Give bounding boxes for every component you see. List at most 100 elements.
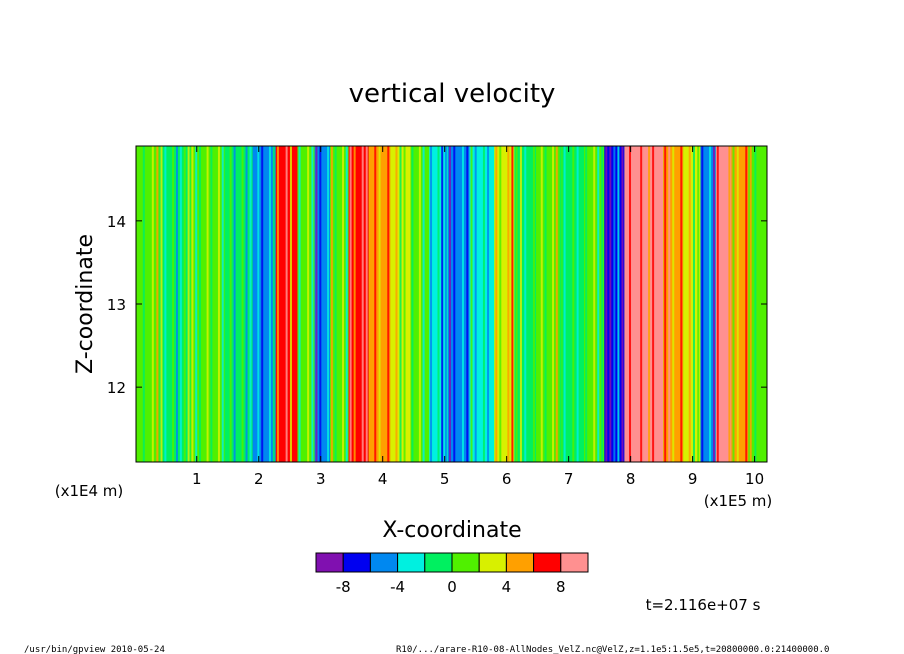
colorbar-swatch — [560, 552, 589, 573]
footer-left: /usr/bin/gpview 2010-05-24 — [24, 645, 165, 654]
heatmap-stripe — [217, 146, 220, 462]
heatmap-stripe — [285, 146, 288, 462]
heatmap-stripe — [257, 146, 260, 462]
colorbar-swatch — [397, 552, 426, 573]
y-tick-label: 12 — [107, 379, 126, 397]
heatmap-stripe — [613, 146, 616, 462]
heatmap-stripe — [453, 146, 456, 462]
y-scale-label: (x1E4 m) — [55, 482, 124, 500]
x-tick-label: 3 — [316, 470, 326, 488]
heatmap-stripe — [724, 146, 727, 462]
heatmap-stripe — [225, 146, 228, 462]
heatmap-stripe — [597, 146, 600, 462]
colorbar-swatch — [342, 552, 371, 573]
y-tick-label: 13 — [107, 296, 126, 314]
heatmap-stripe — [576, 146, 579, 462]
x-tick-label: 4 — [378, 470, 388, 488]
heatmap-stripe — [395, 146, 398, 462]
heatmap-stripe — [342, 146, 345, 462]
heatmap-stripe — [172, 146, 175, 462]
heatmap-stripe — [632, 146, 635, 462]
heatmap-stripe — [528, 146, 531, 462]
x-scale-label: (x1E5 m) — [704, 492, 773, 510]
heatmap-stripe — [648, 146, 651, 462]
heatmap-stripe — [555, 146, 558, 462]
heatmap-stripe — [672, 146, 675, 462]
heatmap-stripe — [593, 146, 596, 462]
heatmap-stripe — [515, 146, 518, 462]
heatmap-stripe — [357, 146, 360, 462]
heatmap-stripe — [179, 146, 182, 462]
heatmap-stripe — [221, 146, 224, 462]
heatmap-stripe — [519, 146, 522, 462]
heatmap-stripe — [466, 146, 469, 462]
heatmap-stripe — [387, 146, 390, 462]
heatmap-stripe — [183, 146, 186, 462]
heatmap-stripe — [210, 146, 213, 462]
heatmap-stripe — [407, 146, 410, 462]
heatmap-stripe — [202, 146, 205, 462]
heatmap-stripe — [433, 146, 436, 462]
heatmap-cell — [314, 146, 331, 462]
heatmap-stripe — [552, 146, 555, 462]
heatmap-stripe — [709, 146, 712, 462]
heatmap-stripe — [567, 146, 570, 462]
heatmap-stripe — [437, 146, 440, 462]
heatmap-stripe — [656, 146, 659, 462]
colorbar-swatch — [369, 552, 399, 573]
heatmap-stripe — [430, 146, 433, 462]
heatmap-stripe — [191, 146, 194, 462]
heatmap-stripe — [629, 146, 632, 462]
footer-right: R10/.../arare-R10-08-AllNodes_VelZ.nc@Ve… — [396, 645, 829, 654]
heatmap-stripe — [499, 146, 502, 462]
heatmap-stripe — [378, 146, 381, 462]
heatmap-stripe — [720, 146, 723, 462]
colorbar-tick-label: 0 — [447, 578, 457, 596]
heatmap-stripe — [168, 146, 171, 462]
heatmap-stripe — [294, 146, 297, 462]
colorbar-swatch — [478, 552, 507, 573]
heatmap-cell — [731, 146, 749, 462]
y-axis-ticks: 12 13 14 — [107, 213, 767, 397]
heatmap-stripe — [660, 146, 663, 462]
x-axis-label: X-coordinate — [382, 518, 521, 543]
heatmap-stripe — [444, 146, 447, 462]
heatmap-stripe — [353, 146, 356, 462]
heatmap-cell — [252, 146, 276, 462]
heatmap-stripe — [441, 146, 444, 462]
heatmap-stripe — [652, 146, 655, 462]
heatmap-cell — [469, 146, 495, 462]
heatmap-stripe — [426, 146, 429, 462]
heatmap-stripe — [572, 146, 575, 462]
colorbar-swatch — [315, 552, 344, 573]
x-tick-label: 7 — [564, 470, 574, 488]
heatmap-stripe — [418, 146, 421, 462]
heatmap-stripe — [298, 146, 301, 462]
heatmap-stripe — [199, 146, 202, 462]
x-tick-label: 1 — [192, 470, 202, 488]
heatmap-stripe — [241, 146, 244, 462]
colorbar — [315, 552, 589, 573]
heatmap-stripe — [281, 146, 284, 462]
heatmap-stripe — [237, 146, 240, 462]
heatmap-stripe — [585, 146, 588, 462]
heatmap-stripe — [175, 146, 178, 462]
heatmap-stripe — [391, 146, 394, 462]
heatmap-stripe — [156, 146, 159, 462]
x-tick-label: 6 — [502, 470, 512, 488]
heatmap-stripe — [164, 146, 167, 462]
x-tick-label: 9 — [688, 470, 698, 488]
heatmap-stripe — [759, 146, 762, 462]
heatmap-stripe — [728, 146, 731, 462]
time-label: t=2.116e+07 s — [646, 596, 761, 614]
heatmap-stripe — [741, 146, 744, 462]
x-tick-label: 2 — [254, 470, 264, 488]
heatmap-stripe — [345, 146, 348, 462]
heatmap-stripe — [536, 146, 539, 462]
heatmap-stripe — [507, 146, 510, 462]
x-tick-label: 5 — [440, 470, 450, 488]
y-tick-label: 14 — [107, 213, 126, 231]
heatmap-stripe — [470, 146, 473, 462]
colorbar-swatch — [533, 552, 562, 573]
heatmap-stripe — [644, 146, 647, 462]
